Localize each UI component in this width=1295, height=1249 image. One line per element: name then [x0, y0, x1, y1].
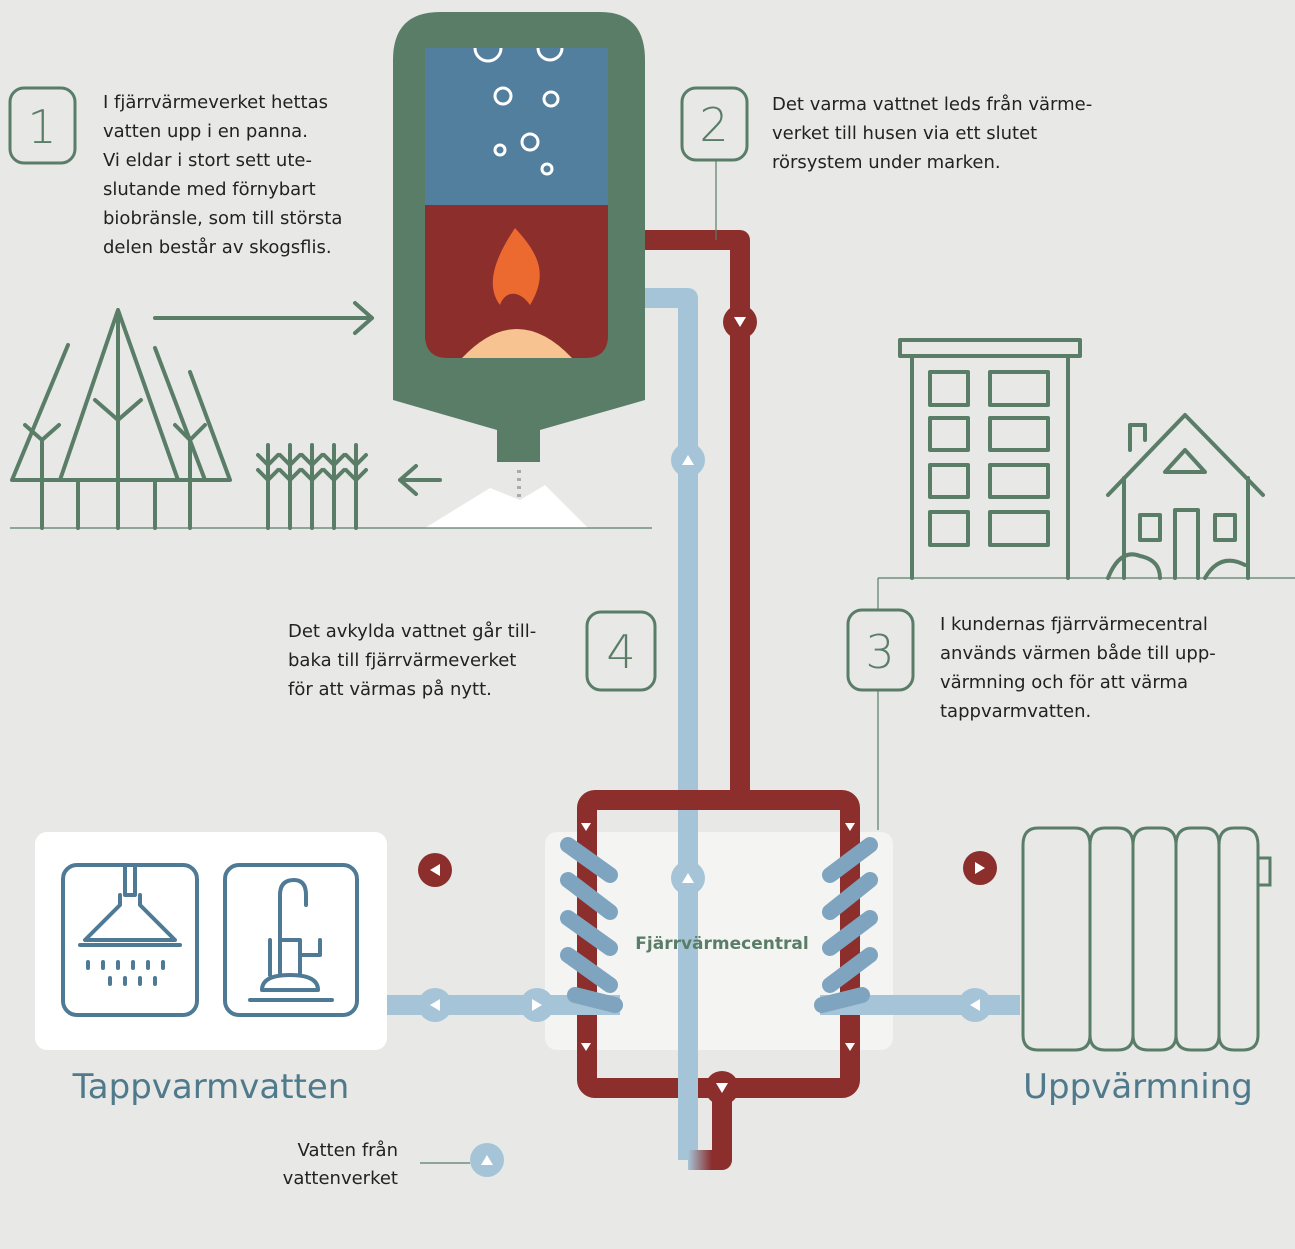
step-text: värmning och för att värma	[940, 672, 1188, 693]
houses	[878, 338, 1295, 580]
tap-icons	[61, 863, 359, 1017]
step-number: 4	[606, 625, 635, 679]
source-label: Vatten från	[298, 1140, 398, 1161]
step-text: delen består av skogsflis.	[103, 237, 332, 258]
step-text: verket till husen via ett slutet	[772, 123, 1037, 144]
source-label: vattenverket	[283, 1168, 398, 1189]
heating-label: Uppvärmning	[1023, 1067, 1253, 1107]
step-text: Det varma vattnet leds från värme-	[772, 94, 1092, 115]
step-box	[585, 610, 657, 692]
leads	[420, 160, 879, 1164]
step-text: slutande med förnybart	[103, 179, 316, 200]
step-text: I kundernas fjärrvärmecentral	[940, 614, 1208, 635]
boiler	[393, 12, 645, 528]
radiator	[1021, 826, 1272, 1052]
step-text: vatten upp i en panna.	[103, 121, 308, 142]
step-text: rörsystem under marken.	[772, 152, 1001, 173]
step-text: tappvarmvatten.	[940, 701, 1091, 722]
step-text: biobränsle, som till största	[103, 208, 342, 229]
step-box	[8, 86, 77, 165]
step-text: används värmen både till upp-	[940, 643, 1216, 664]
tap-label: Tappvarmvatten	[72, 1067, 350, 1107]
step-number: 3	[865, 625, 894, 679]
step-text: Vi eldar i stort sett ute-	[103, 150, 312, 171]
step-number: 1	[27, 100, 56, 154]
step-text: baka till fjärrvärmeverket	[288, 650, 516, 671]
step-box	[680, 86, 749, 162]
step-text: för att värmas på nytt.	[288, 679, 492, 700]
central-label: Fjärrvärmecentral	[635, 934, 808, 954]
markers	[418, 305, 997, 1177]
step-number: 2	[699, 98, 728, 152]
step-text: Det avkylda vattnet går till-	[288, 621, 536, 642]
step-box	[846, 608, 915, 692]
step-text: I fjärrvärmeverket hettas	[103, 92, 328, 113]
forest	[10, 301, 652, 530]
